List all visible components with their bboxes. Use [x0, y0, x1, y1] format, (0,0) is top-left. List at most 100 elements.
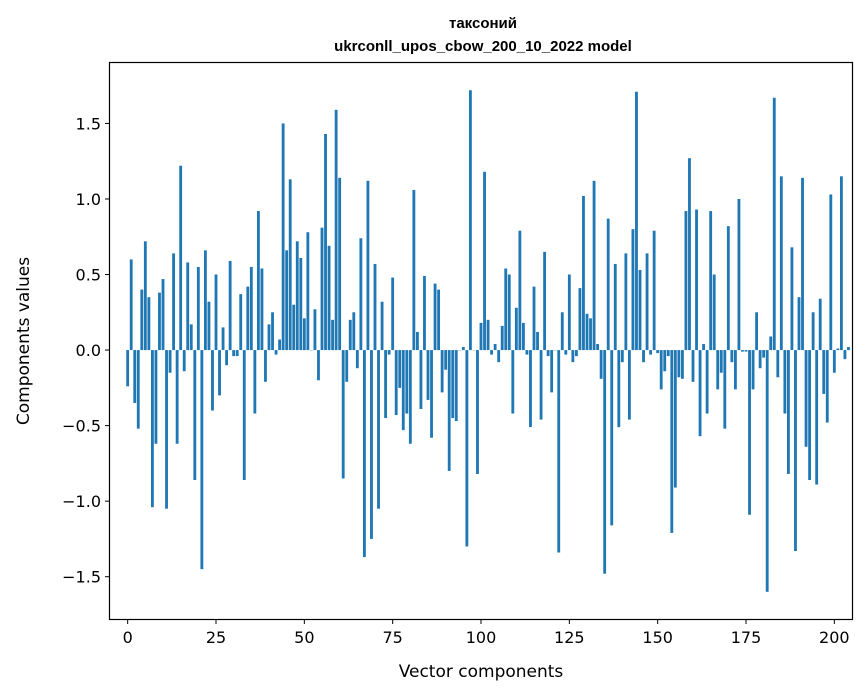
bar	[483, 171, 486, 351]
bar	[430, 350, 433, 438]
bar	[500, 325, 504, 351]
bar	[317, 350, 320, 381]
bar	[179, 165, 183, 351]
bar	[772, 97, 776, 351]
bar	[412, 189, 416, 351]
bar	[391, 277, 395, 351]
bar	[733, 350, 737, 390]
x-tick-label: 175	[731, 628, 762, 647]
bar	[366, 180, 370, 351]
bar	[808, 350, 812, 480]
bar	[136, 350, 140, 429]
bar	[638, 269, 642, 351]
bar	[564, 350, 568, 355]
bar	[719, 350, 723, 373]
bar	[433, 283, 437, 351]
bar	[659, 350, 663, 390]
bar	[200, 350, 204, 570]
bar	[677, 350, 681, 378]
bar	[557, 350, 561, 553]
bar	[490, 350, 494, 355]
bar	[504, 268, 508, 351]
bar	[567, 274, 571, 351]
bar	[345, 350, 349, 382]
bar	[292, 304, 296, 351]
bar	[221, 327, 225, 351]
bar	[454, 350, 458, 422]
bar	[302, 318, 306, 351]
bar	[550, 350, 554, 393]
plot-frame	[108, 61, 854, 621]
bar	[794, 350, 797, 552]
x-tick-label: 25	[206, 628, 226, 647]
bar	[278, 339, 282, 351]
bar	[370, 350, 373, 539]
bar	[426, 350, 430, 400]
bar	[843, 350, 847, 360]
bar	[645, 253, 649, 351]
bar	[613, 263, 617, 351]
bar	[267, 324, 271, 351]
chart-subtitle: ukrconll_upos_cbow_200_10_2022 model	[334, 38, 632, 55]
x-tick-label: 150	[642, 628, 673, 647]
bar	[281, 123, 285, 351]
bar	[419, 350, 423, 409]
y-axis-ticks: −1.5 −1.0 −0.5 0.0 0.5 1.0 1.5	[62, 114, 110, 587]
bar	[529, 350, 532, 428]
bar	[235, 350, 239, 357]
bar	[193, 350, 197, 480]
x-tick-label: 100	[466, 628, 497, 647]
x-tick-label: 50	[294, 628, 314, 647]
bar	[539, 350, 543, 420]
bar	[574, 350, 578, 357]
bar	[451, 350, 455, 419]
bar	[387, 350, 391, 355]
bar	[249, 266, 253, 351]
bar	[461, 347, 465, 351]
bar	[818, 298, 822, 351]
bar	[172, 253, 176, 351]
bar	[585, 313, 589, 351]
bar	[479, 322, 483, 351]
bar	[716, 350, 720, 390]
bar	[228, 260, 232, 351]
y-tick-label: −1.5	[62, 568, 101, 587]
bar	[214, 274, 218, 351]
bar	[543, 251, 547, 351]
bar	[511, 350, 515, 414]
bar	[320, 227, 324, 351]
bar	[423, 276, 426, 351]
bar	[737, 198, 741, 351]
bar	[207, 301, 211, 351]
bar	[631, 229, 635, 351]
bar	[401, 350, 405, 431]
bar	[652, 230, 656, 351]
bar	[306, 232, 310, 351]
bar-series	[126, 90, 850, 592]
y-tick-label: 0.5	[76, 266, 101, 285]
bar	[617, 350, 621, 428]
bar	[327, 245, 331, 351]
bar	[348, 319, 352, 351]
bar	[394, 350, 398, 416]
bar	[468, 90, 472, 351]
chart-title: таксоний	[449, 15, 517, 32]
bar	[620, 350, 624, 363]
bar	[299, 257, 303, 351]
bar	[285, 250, 289, 351]
bar	[811, 312, 815, 351]
bar	[698, 350, 702, 437]
bar	[582, 195, 585, 351]
x-tick-label: 0	[123, 628, 133, 647]
bar	[150, 350, 154, 508]
bar	[242, 350, 246, 480]
bar	[253, 350, 257, 414]
bar	[525, 350, 529, 355]
bar	[260, 268, 264, 351]
bar	[246, 286, 250, 351]
bar	[355, 350, 359, 369]
bar	[762, 350, 766, 358]
bar	[779, 176, 783, 351]
bar	[832, 350, 836, 373]
